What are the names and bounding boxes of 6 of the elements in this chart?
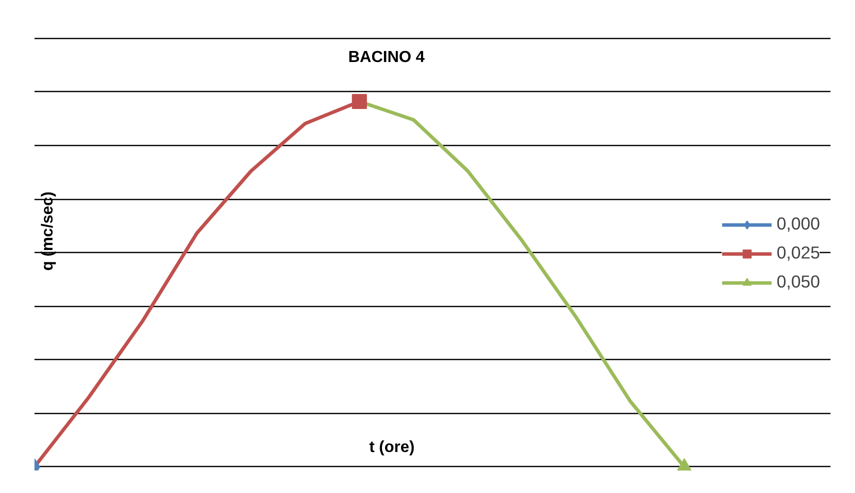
- legend-label: 0,000: [776, 214, 820, 234]
- x-axis-title: t (ore): [369, 439, 415, 456]
- legend-label: 0,025: [776, 242, 820, 264]
- legend-label: 0,050: [776, 272, 820, 292]
- y-axis-title: q (mc/sec): [40, 192, 57, 271]
- chart-title: BACINO 4: [348, 49, 425, 66]
